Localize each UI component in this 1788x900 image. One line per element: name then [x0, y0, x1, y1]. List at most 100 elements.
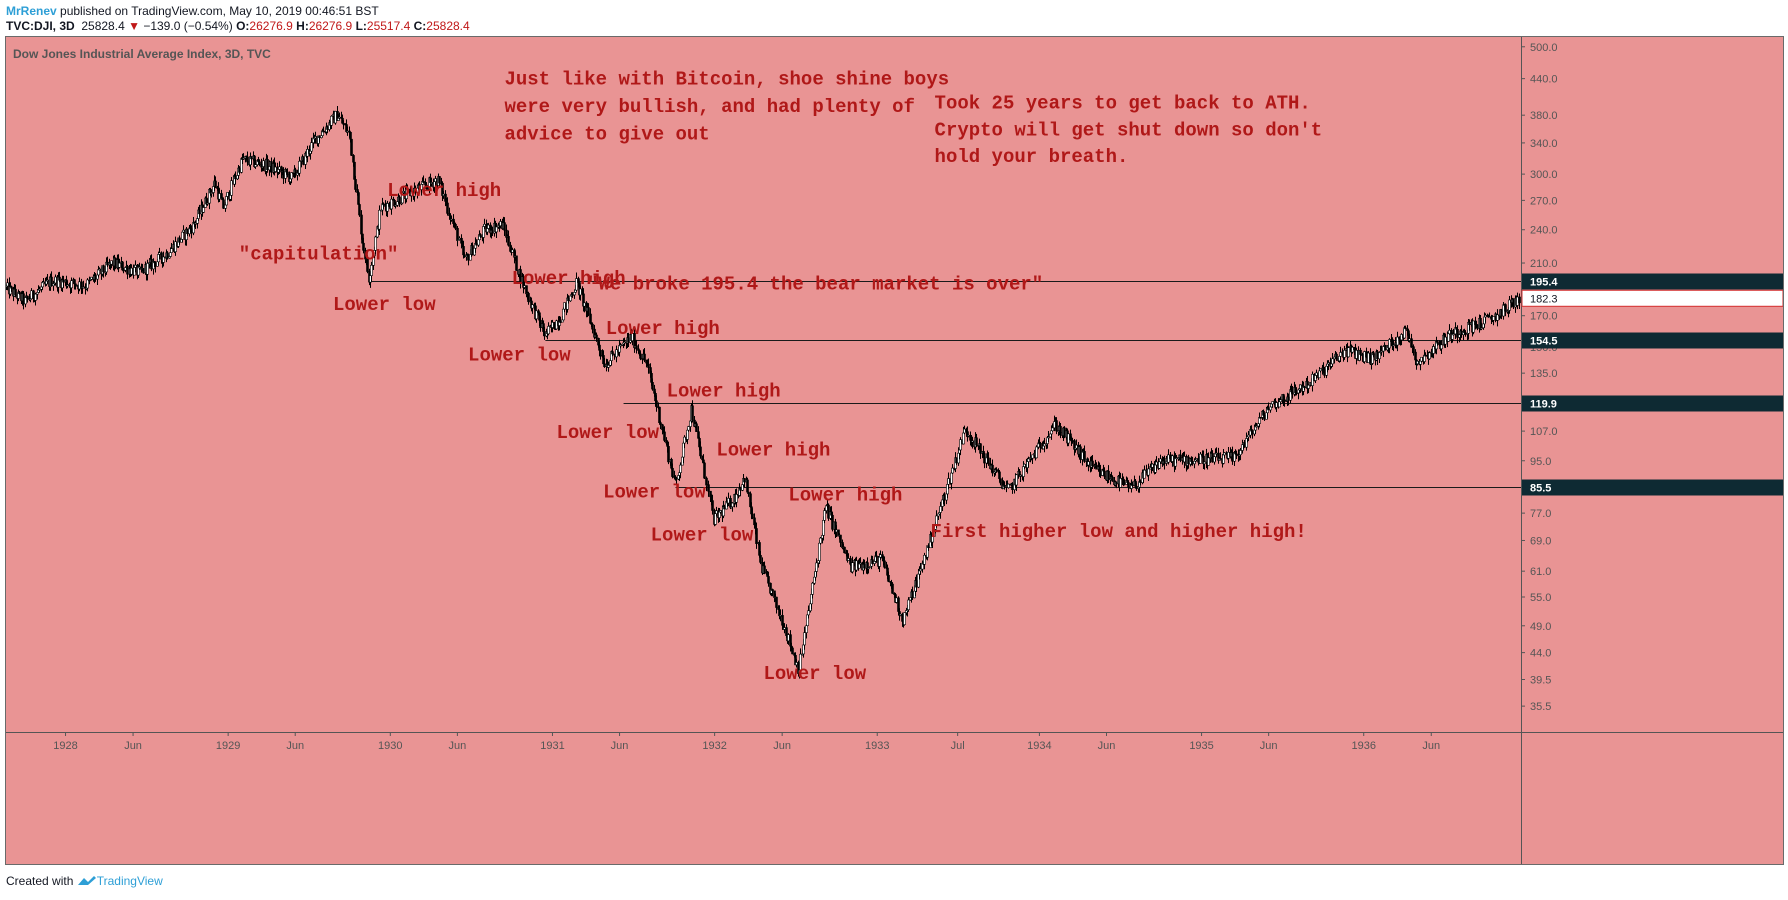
candle-body	[979, 443, 982, 454]
candle-body	[1039, 443, 1042, 448]
candle-body	[1283, 399, 1286, 402]
candle-body	[1023, 463, 1026, 467]
candle-body	[1195, 458, 1198, 461]
candle-body	[1492, 316, 1495, 321]
down-arrow-icon: ▼	[128, 19, 140, 33]
candle-body	[1051, 427, 1054, 432]
tradingview-link[interactable]: TradingView	[96, 874, 163, 888]
candle-body	[799, 653, 802, 671]
candle-body	[615, 349, 618, 358]
candle-body	[705, 477, 708, 486]
candle-body	[378, 209, 381, 230]
candle-body	[246, 156, 249, 163]
candle-body	[607, 365, 610, 368]
candle-body	[118, 262, 121, 268]
candle-body	[1079, 446, 1082, 460]
candle-body	[1512, 299, 1515, 308]
candle-body	[1183, 456, 1186, 463]
candle-body	[1207, 457, 1210, 466]
candle-body	[1107, 470, 1110, 480]
candle-body	[349, 131, 352, 140]
candle-body	[791, 647, 794, 655]
candle-body	[146, 263, 149, 275]
candle-body	[1151, 463, 1154, 468]
candle-body	[10, 286, 13, 289]
candle-body	[1392, 344, 1395, 347]
price-chart[interactable]: Dow Jones Industrial Average Index, 3D, …	[5, 37, 1784, 864]
chart-annotation: hold your breath.	[935, 146, 1129, 168]
candle-body	[1131, 484, 1134, 487]
author-link[interactable]: MrRenev	[6, 4, 57, 18]
y-tick-label: 77.0	[1530, 508, 1551, 520]
x-tick-label: Jun	[286, 740, 304, 752]
price-change: −139.0 (−0.54%)	[143, 19, 233, 33]
candle-body	[595, 334, 598, 339]
candle-body	[1460, 330, 1463, 336]
candle-body	[1203, 461, 1206, 465]
candle-body	[747, 491, 750, 495]
candle-body	[194, 223, 197, 225]
candle-body	[1452, 333, 1455, 336]
candle-body	[1464, 332, 1467, 335]
footer: Created with TradingView	[6, 874, 163, 888]
candle-body	[1404, 327, 1407, 330]
candle-body	[150, 258, 153, 270]
x-tick-label: Jun	[449, 740, 467, 752]
y-tick-label: 95.0	[1530, 456, 1551, 468]
chart-annotation: Lower high	[512, 268, 626, 290]
candle-body	[114, 257, 117, 269]
candle-body	[962, 432, 965, 445]
candle-body	[178, 237, 181, 243]
candle-body	[86, 279, 89, 289]
candle-body	[759, 555, 762, 563]
level-label: 119.9	[1530, 399, 1557, 411]
candle-body	[1171, 455, 1174, 462]
candle-body	[935, 515, 938, 525]
y-tick-label: 500.0	[1530, 42, 1558, 54]
candle-body	[1287, 396, 1290, 401]
x-tick-label: 1934	[1027, 740, 1051, 752]
candle-body	[90, 276, 93, 280]
candle-body	[238, 167, 241, 173]
y-tick-label: 300.0	[1530, 169, 1558, 181]
chart-annotation: Took 25 years to get back to ATH.	[935, 93, 1311, 115]
candle-body	[811, 582, 814, 595]
candle-body	[611, 351, 614, 355]
candle-body	[1380, 350, 1383, 353]
candle-body	[58, 276, 61, 281]
candle-body	[74, 283, 77, 287]
candle-body	[50, 276, 53, 287]
level-label-bg	[1522, 273, 1783, 290]
low-label: L:	[355, 19, 367, 33]
candle-body	[1279, 399, 1282, 403]
candle-body	[1299, 384, 1302, 389]
candle-body	[186, 228, 189, 235]
high-value: 26276.9	[308, 19, 353, 33]
candle-body	[691, 405, 694, 421]
candle-body	[1339, 352, 1342, 357]
candle-body	[547, 326, 550, 335]
candle-body	[1179, 454, 1182, 461]
candle-body	[1083, 451, 1086, 462]
candle-body	[290, 172, 293, 180]
candle-body	[1187, 456, 1190, 465]
candle-body	[438, 176, 441, 184]
candle-body	[643, 353, 646, 361]
candle-body	[310, 142, 313, 152]
candle-body	[78, 281, 81, 290]
candle-body	[907, 599, 910, 610]
candle-body	[1444, 336, 1447, 345]
candle-body	[1163, 460, 1166, 464]
candle-body	[1440, 344, 1443, 350]
candle-body	[174, 241, 177, 253]
x-tick-label: Jun	[1260, 740, 1278, 752]
candle-body	[1243, 442, 1246, 448]
level-label: 195.4	[1530, 277, 1558, 289]
chart-annotation: advice to give out	[504, 123, 709, 145]
candle-body	[1059, 426, 1062, 433]
candle-body	[699, 446, 702, 457]
y-tick-label: 340.0	[1530, 138, 1558, 150]
candle-body	[454, 223, 457, 229]
candle-body	[214, 180, 217, 188]
candle-body	[422, 180, 425, 183]
